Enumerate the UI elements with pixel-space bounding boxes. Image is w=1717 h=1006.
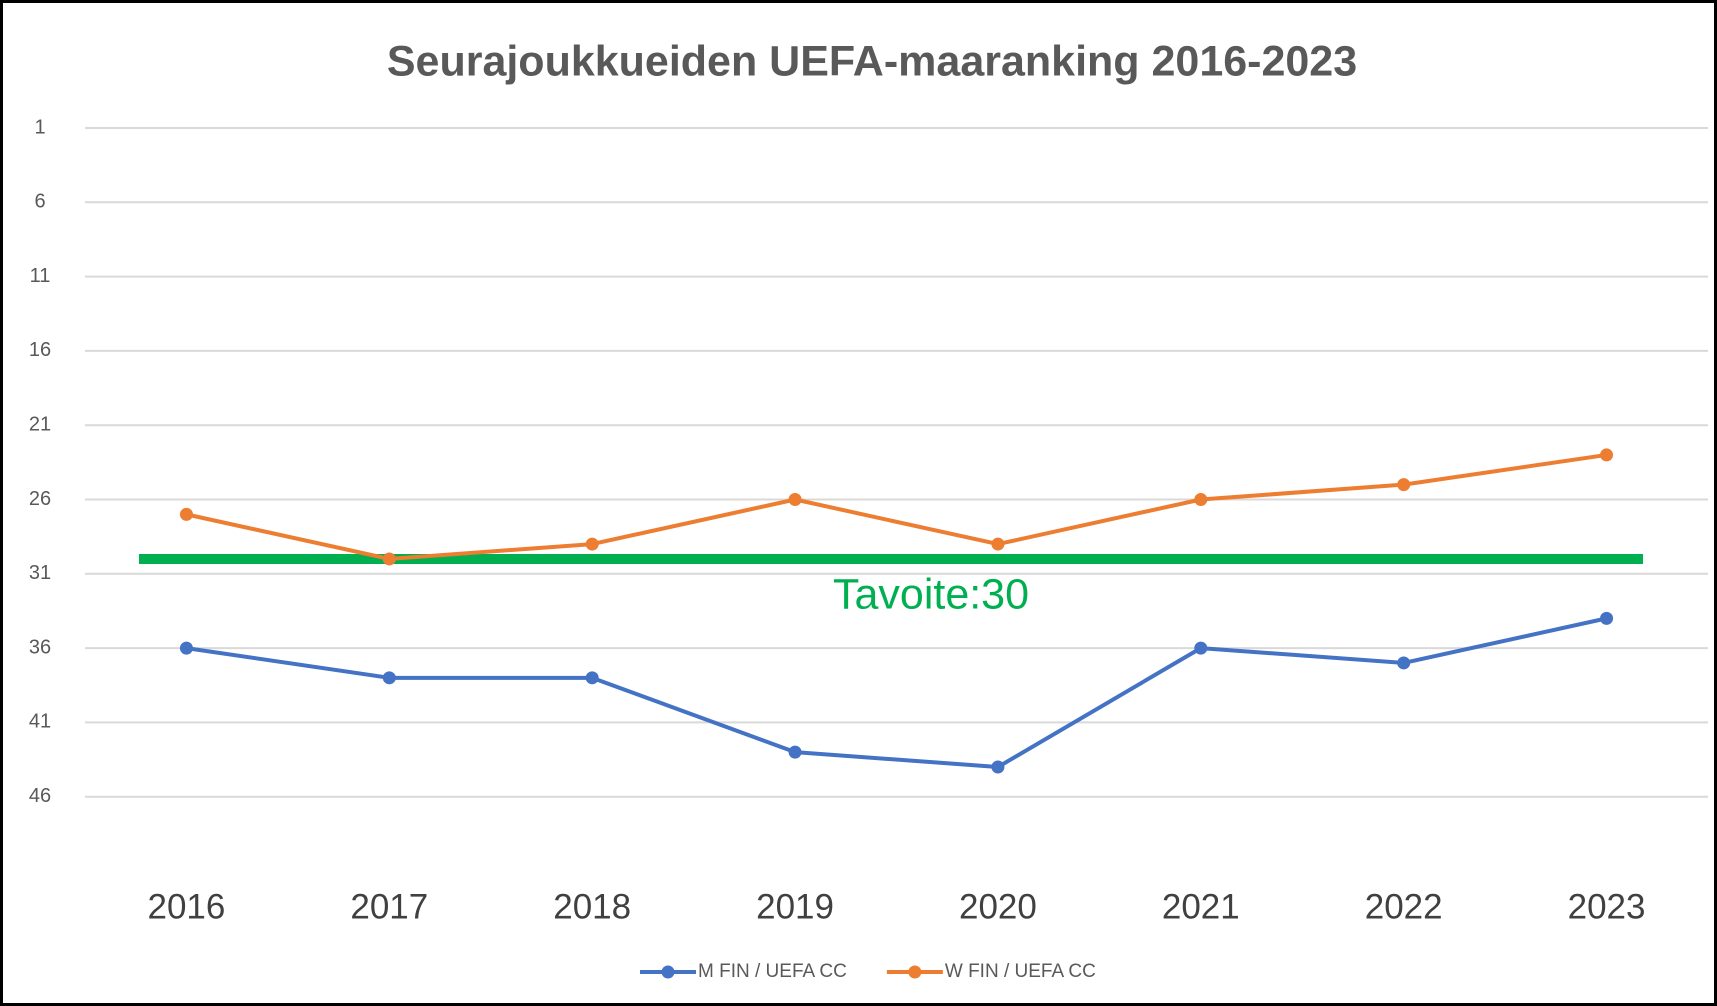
y-tick-label: 36 — [29, 636, 51, 658]
x-tick-label: 2023 — [1568, 887, 1646, 926]
data-point — [1600, 611, 1614, 625]
x-tick-label: 2019 — [756, 887, 834, 926]
y-tick-label: 46 — [29, 785, 51, 807]
legend-marker — [908, 965, 922, 979]
data-point — [991, 760, 1005, 774]
y-tick-label: 21 — [29, 413, 51, 435]
y-tick-label: 16 — [29, 339, 51, 361]
data-point — [1397, 478, 1411, 492]
data-point — [1397, 656, 1411, 670]
data-point — [1194, 493, 1208, 506]
data-point — [585, 671, 599, 685]
legend-label: W FIN / UEFA CC — [945, 961, 1096, 982]
x-tick-label: 2020 — [959, 887, 1037, 926]
x-tick-label: 2018 — [553, 887, 631, 926]
y-tick-label: 1 — [34, 116, 45, 138]
data-point — [1600, 448, 1614, 462]
chart-title: Seurajoukkueiden UEFA-maaranking 2016-20… — [387, 37, 1357, 85]
y-tick-label: 31 — [29, 562, 51, 584]
series-line — [186, 616, 1607, 769]
legend-label: M FIN / UEFA CC — [698, 961, 847, 982]
series-line — [186, 452, 1607, 561]
data-point — [991, 537, 1005, 551]
x-tick-label: 2017 — [350, 887, 428, 926]
x-tick-label: 2022 — [1365, 887, 1443, 926]
data-point — [585, 537, 599, 551]
data-point — [1194, 641, 1208, 655]
x-tick-label: 2021 — [1162, 887, 1240, 926]
x-tick-label: 2016 — [148, 887, 226, 926]
data-point — [179, 507, 193, 521]
data-point — [788, 745, 802, 759]
data-point — [179, 641, 193, 655]
data-point — [382, 671, 396, 685]
data-point — [788, 493, 802, 506]
y-tick-label: 6 — [34, 191, 45, 213]
legend-marker — [661, 965, 675, 979]
target-label: Tavoite:30 — [833, 570, 1029, 618]
y-tick-label: 41 — [29, 711, 51, 733]
y-tick-label: 26 — [29, 488, 51, 510]
y-tick-label: 11 — [30, 265, 51, 287]
data-point — [382, 552, 396, 566]
